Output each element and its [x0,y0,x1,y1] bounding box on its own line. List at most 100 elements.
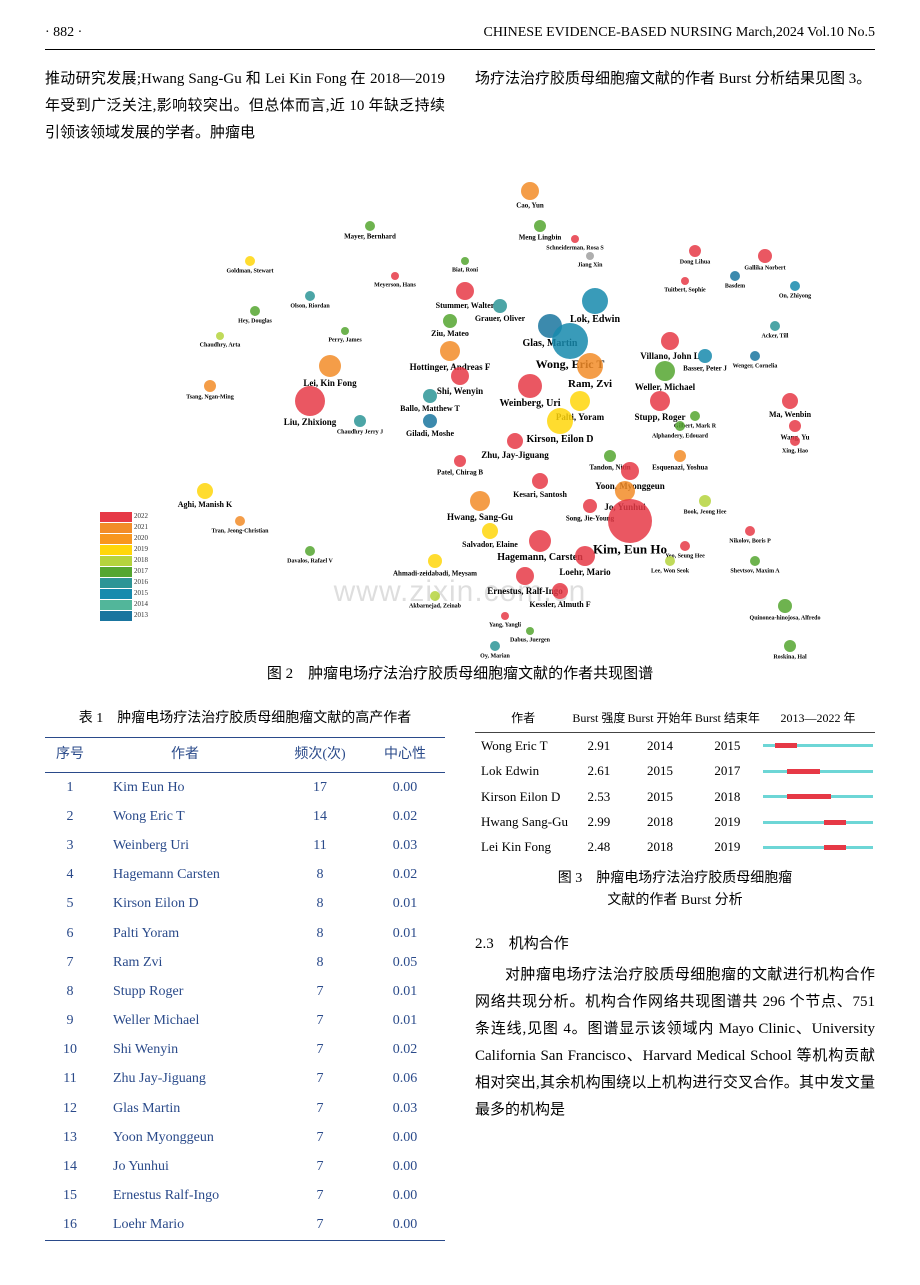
author-node [443,314,457,328]
table-cell: 0.01 [365,1006,445,1035]
figure-3-caption: 图 3 肿瘤电场疗法治疗胶质母细胞瘤 文献的作者 Burst 分析 [475,868,875,913]
table-cell: 14 [275,802,365,831]
author-node [482,523,498,539]
author-node [493,299,507,313]
burst-cell: 2019 [694,834,761,859]
author-node-label: Patel, Chirag B [437,467,483,480]
author-node [454,455,466,467]
table-row: 12Glas Martin70.03 [45,1094,445,1123]
table-header-cell: 作者 [95,738,275,772]
burst-row: Kirson Eilon D2.5320152018 [475,784,875,809]
author-node-label: Chaudhry, Arta [200,341,241,352]
table-cell: Ernestus Ralf-Ingo [95,1181,275,1210]
table-cell: 0.01 [365,919,445,948]
author-node-label: Mayer, Bernhard [344,231,396,244]
table-header-cell: 频次(次) [275,738,365,772]
table-cell: 0.05 [365,948,445,977]
table-cell: Kirson Eilon D [95,889,275,918]
legend-swatch [100,545,132,555]
legend-swatch [100,556,132,566]
burst-cell: 2.99 [571,809,626,834]
table-row: 8Stupp Roger70.01 [45,977,445,1006]
author-node [365,221,375,231]
burst-cell: 2018 [626,809,693,834]
author-node-label: Basdem [725,282,745,293]
burst-cell: 2015 [626,758,693,783]
table-row: 11Zhu Jay-Jiguang70.06 [45,1064,445,1093]
author-node-label: Ahmadi-zeidabadi, Meysam [393,568,477,581]
table-cell: 7 [275,977,365,1006]
author-network-figure: www.zixin.com.cn 20222021202020192018201… [110,161,810,651]
author-node [655,361,675,381]
table-1-column: 表 1 肿瘤电场疗法治疗胶质母细胞瘤文献的高产作者 序号作者频次(次)中心性 1… [45,706,445,1240]
author-node-label: Hey, Douglas [238,317,272,328]
table-cell: 12 [45,1094,95,1123]
table-1-title: 表 1 肿瘤电场疗法治疗胶质母细胞瘤文献的高产作者 [45,706,445,731]
author-node-label: Schneiderman, Rosa S [546,244,604,255]
burst-cell: 2019 [694,809,761,834]
author-node-label: Acker, Till [762,332,789,343]
author-node-label: Wenger, Cornelia [733,362,778,373]
table-cell: 0.01 [365,889,445,918]
author-node [758,249,772,263]
author-node [570,391,590,411]
burst-timeline [763,817,873,827]
table-cell: Stupp Roger [95,977,275,1006]
author-node [699,495,711,507]
table-row: 1Kim Eun Ho170.00 [45,772,445,802]
legend-swatch [100,589,132,599]
table-cell: 7 [45,948,95,977]
author-node [354,415,366,427]
table-cell: 0.02 [365,802,445,831]
table-cell: 0.00 [365,1152,445,1181]
figure-2-caption: 图 2 肿瘤电场疗法治疗胶质母细胞瘤文献的作者共现图谱 [45,661,875,688]
table-cell: 9 [45,1006,95,1035]
author-node [341,327,349,335]
author-node [451,367,469,385]
table-header-cell: 序号 [45,738,95,772]
author-node-label: Liu, Zhixiong [284,414,337,430]
timeline-burst-bar [824,845,846,850]
author-node [295,386,325,416]
author-node [782,393,798,409]
intro-col-left: 推动研究发展;Hwang Sang-Gu 和 Lei Kin Fong 在 20… [45,66,445,147]
author-node [461,257,469,265]
author-node [516,567,534,585]
legend-swatch [100,534,132,544]
table-cell: Ram Zvi [95,948,275,977]
author-node-label: Goldman, Stewart [227,267,274,278]
author-node-label: Gallika Norbert [744,264,785,275]
page-header: · 882 · CHINESE EVIDENCE-BASED NURSING M… [45,20,875,45]
author-node-label: Nikolov, Boris P [729,537,771,548]
table-cell: 13 [45,1123,95,1152]
year-legend: 2022202120202019201820172016201520142013 [100,511,150,621]
intro-columns: 推动研究发展;Hwang Sang-Gu 和 Lei Kin Fong 在 20… [45,66,875,147]
author-node [428,554,442,568]
burst-analysis-table: 作者Burst 强度Burst 开始年Burst 结束年2013—2022 年 … [475,706,875,860]
burst-timeline-cell [761,834,875,859]
author-node [440,341,460,361]
burst-cell: 2015 [694,732,761,758]
author-node [245,256,255,266]
table-cell: 8 [45,977,95,1006]
author-node [689,245,701,257]
author-node-label: Shi, Wenyin [437,383,483,399]
table-cell: Hagemann Carsten [95,860,275,889]
author-node-label: Shevtsov, Maxim A [730,567,779,578]
author-node [235,516,245,526]
author-node [575,546,595,566]
table-cell: 17 [275,772,365,802]
author-node-label: Basser, Peter J [683,363,727,376]
author-node [582,288,608,314]
author-node-label: Akbarnejad, Zeinab [409,602,461,613]
legend-swatch [100,512,132,522]
author-node-label: Esquenazi, Yoshua [652,462,708,475]
section-2-3-heading: 2.3 机构合作 [475,931,875,958]
author-node [423,414,437,428]
table-row: 6Palti Yoram80.01 [45,919,445,948]
author-node [698,349,712,363]
burst-cell: Kirson Eilon D [475,784,571,809]
author-node [470,491,490,511]
author-node [552,323,588,359]
author-node [604,450,616,462]
